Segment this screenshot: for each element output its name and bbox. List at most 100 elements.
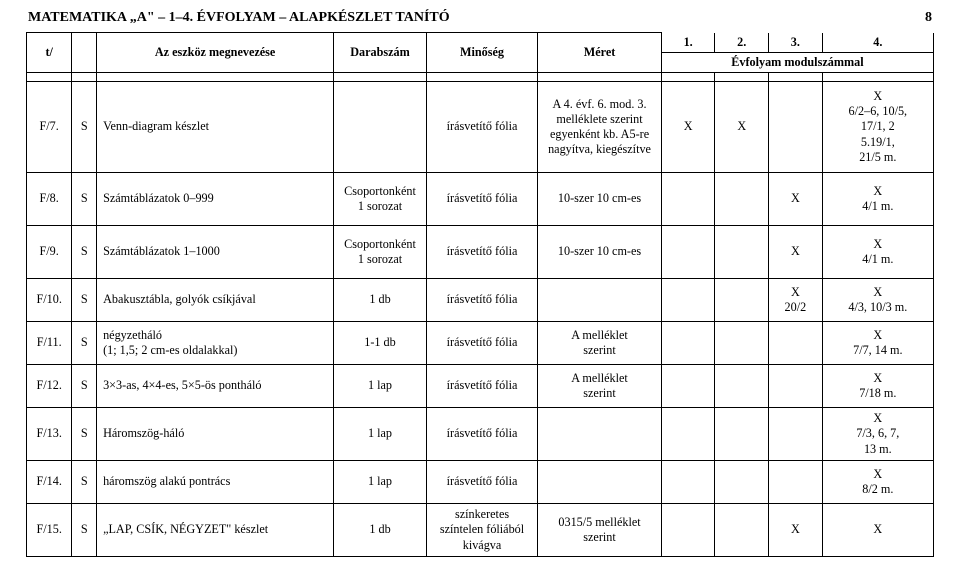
subhead-cell <box>538 73 662 82</box>
cell-qual: színkeretesszíntelen fóliábólkivágva <box>426 504 537 557</box>
cell-s: S <box>72 365 97 408</box>
cell-size: A 4. évf. 6. mod. 3. melléklete szerint … <box>538 82 662 173</box>
cell-name: Számtáblázatok 0–999 <box>97 173 334 226</box>
cell-id: F/7. <box>27 82 72 173</box>
cell-qual: írásvetítő fólia <box>426 461 537 504</box>
cell-y3 <box>769 82 823 173</box>
cell-id: F/11. <box>27 322 72 365</box>
cell-qty: 1 lap <box>334 365 427 408</box>
subhead-cell <box>661 73 715 82</box>
cell-y4: X7/18 m. <box>822 365 933 408</box>
cell-y4: X4/3, 10/3 m. <box>822 279 933 322</box>
cell-qty: Csoportonként1 sorozat <box>334 226 427 279</box>
cell-s: S <box>72 226 97 279</box>
cell-name: háromszög alakú pontrács <box>97 461 334 504</box>
table-row: F/7. S Venn-diagram készlet írásvetítő f… <box>27 82 934 173</box>
col-id: t/ <box>27 33 72 73</box>
subhead-cell <box>426 73 537 82</box>
table-row: F/8. S Számtáblázatok 0–999 Csoportonkén… <box>27 173 934 226</box>
cell-size: 10-szer 10 cm-es <box>538 173 662 226</box>
subhead-cell <box>715 73 769 82</box>
cell-id: F/8. <box>27 173 72 226</box>
table-header-row-1: t/ Az eszköz megnevezése Darabszám Minős… <box>27 33 934 53</box>
cell-y1 <box>661 322 715 365</box>
cell-size: 0315/5 mellékletszerint <box>538 504 662 557</box>
cell-y4: X <box>822 504 933 557</box>
cell-size: 10-szer 10 cm-es <box>538 226 662 279</box>
cell-id: F/10. <box>27 279 72 322</box>
cell-s: S <box>72 408 97 461</box>
cell-name: „LAP, CSÍK, NÉGYZET" készlet <box>97 504 334 557</box>
cell-y4: X4/1 m. <box>822 226 933 279</box>
cell-qty: 1-1 db <box>334 322 427 365</box>
cell-s: S <box>72 504 97 557</box>
subhead-cell <box>72 73 97 82</box>
cell-y3 <box>769 461 823 504</box>
cell-y4: X7/7, 14 m. <box>822 322 933 365</box>
page-header: MATEMATIKA „A" – 1–4. ÉVFOLYAM – ALAPKÉS… <box>26 10 934 32</box>
cell-qual: írásvetítő fólia <box>426 322 537 365</box>
cell-y4: X7/3, 6, 7,13 m. <box>822 408 933 461</box>
cell-size: A mellékletszerint <box>538 322 662 365</box>
col-y4: 4. <box>822 33 933 53</box>
cell-y2 <box>715 226 769 279</box>
cell-id: F/9. <box>27 226 72 279</box>
table-row: F/9. S Számtáblázatok 1–1000 Csoportonké… <box>27 226 934 279</box>
cell-id: F/14. <box>27 461 72 504</box>
subhead-cell <box>334 73 427 82</box>
subhead-cell <box>97 73 334 82</box>
equipment-table: t/ Az eszköz megnevezése Darabszám Minős… <box>26 32 934 557</box>
cell-size <box>538 408 662 461</box>
cell-s: S <box>72 322 97 365</box>
col-quality: Minőség <box>426 33 537 73</box>
cell-qual: írásvetítő fólia <box>426 279 537 322</box>
cell-y1 <box>661 226 715 279</box>
col-y3: 3. <box>769 33 823 53</box>
cell-qual: írásvetítő fólia <box>426 173 537 226</box>
cell-qty: 1 db <box>334 504 427 557</box>
table-row: F/10. S Abakusztábla, golyók csíkjával 1… <box>27 279 934 322</box>
cell-y3: X <box>769 173 823 226</box>
cell-y2 <box>715 173 769 226</box>
cell-qual: írásvetítő fólia <box>426 82 537 173</box>
cell-y2 <box>715 461 769 504</box>
cell-id: F/12. <box>27 365 72 408</box>
cell-y4: X6/2–6, 10/5,17/1, 25.19/1,21/5 m. <box>822 82 933 173</box>
cell-qty: Csoportonként1 sorozat <box>334 173 427 226</box>
page-container: MATEMATIKA „A" – 1–4. ÉVFOLYAM – ALAPKÉS… <box>0 0 960 582</box>
cell-y2 <box>715 408 769 461</box>
cell-y2: X <box>715 82 769 173</box>
col-y1: 1. <box>661 33 715 53</box>
table-row: F/11. S négyzetháló(1; 1,5; 2 cm-es olda… <box>27 322 934 365</box>
table-subheader-row <box>27 73 934 82</box>
cell-id: F/15. <box>27 504 72 557</box>
cell-y3 <box>769 408 823 461</box>
cell-y3 <box>769 322 823 365</box>
cell-name: Számtáblázatok 1–1000 <box>97 226 334 279</box>
cell-size <box>538 461 662 504</box>
cell-name: Abakusztábla, golyók csíkjával <box>97 279 334 322</box>
col-evfolyam: Évfolyam modulszámmal <box>661 52 933 72</box>
page-number: 8 <box>925 10 932 26</box>
cell-qual: írásvetítő fólia <box>426 408 537 461</box>
cell-s: S <box>72 173 97 226</box>
table-row: F/12. S 3×3-as, 4×4-es, 5×5-ös pontháló … <box>27 365 934 408</box>
cell-size: A mellékletszerint <box>538 365 662 408</box>
cell-qual: írásvetítő fólia <box>426 226 537 279</box>
cell-y4: X8/2 m. <box>822 461 933 504</box>
cell-qty: 1 db <box>334 279 427 322</box>
cell-s: S <box>72 82 97 173</box>
cell-qual: írásvetítő fólia <box>426 365 537 408</box>
cell-y1 <box>661 504 715 557</box>
cell-y1 <box>661 279 715 322</box>
col-qty: Darabszám <box>334 33 427 73</box>
cell-qty: 1 lap <box>334 461 427 504</box>
cell-s: S <box>72 461 97 504</box>
cell-name: Háromszög-háló <box>97 408 334 461</box>
cell-id: F/13. <box>27 408 72 461</box>
cell-y2 <box>715 504 769 557</box>
cell-name: 3×3-as, 4×4-es, 5×5-ös pontháló <box>97 365 334 408</box>
cell-y1: X <box>661 82 715 173</box>
cell-y2 <box>715 279 769 322</box>
col-y2: 2. <box>715 33 769 53</box>
